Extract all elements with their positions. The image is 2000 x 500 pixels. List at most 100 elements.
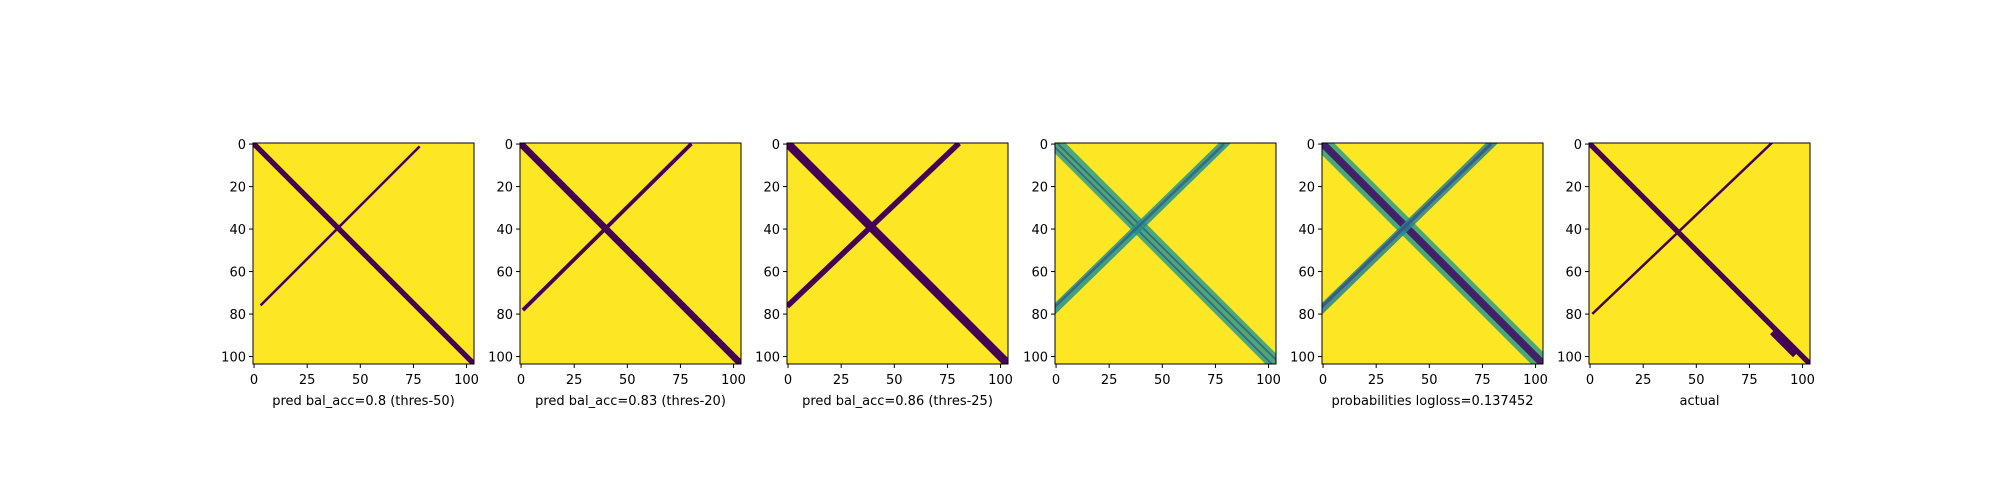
y-axis-ticks-3: 0 20 40 60 80 100 (755, 138, 787, 366)
y-tick-label: 0 (772, 138, 780, 153)
y-tick-label: 100 (1023, 351, 1048, 366)
y-tick-label: 20 (763, 181, 780, 196)
y-tick-label: 40 (1031, 223, 1048, 238)
x-tick-label: 50 (886, 373, 903, 388)
y-tick-label: 40 (496, 223, 513, 238)
x-tick-label: 50 (1421, 373, 1438, 388)
heatmap-band-1 (520, 143, 741, 364)
heatmap-area-1 (253, 143, 474, 364)
x-tick-label: 75 (1741, 373, 1758, 388)
y-tick-label: 0 (505, 138, 513, 153)
x-tick-label: 50 (619, 373, 636, 388)
heatmap-band-4 (1322, 143, 1493, 309)
subplot-6: 0 25 50 75 100 0 20 40 60 80 100 actual (1557, 138, 1815, 409)
y-tick-label: 80 (229, 308, 246, 323)
y-tick-label: 60 (763, 266, 780, 281)
x-tick-label: 0 (1052, 373, 1060, 388)
heatmap-band-2 (787, 143, 961, 309)
y-tick-label: 20 (1298, 181, 1315, 196)
subplot-3: 0 25 50 75 100 0 20 40 60 80 100 pred bal_acc=0.8… (755, 138, 1013, 409)
y-tick-label: 0 (238, 138, 246, 153)
y-tick-label: 60 (1031, 266, 1048, 281)
x-axis-ticks-1: 0 25 50 75 100 (250, 364, 479, 388)
x-tick-label: 0 (1319, 373, 1327, 388)
x-tick-label: 25 (566, 373, 583, 388)
x-axis-label-1: pred bal_acc=0.8 (thres-50) (272, 394, 455, 409)
x-axis-label-3: pred bal_acc=0.86 (thres-25) (802, 394, 993, 409)
x-tick-label: 100 (721, 373, 746, 388)
subplot-2: 0 25 50 75 100 0 20 40 60 80 100 pred bal_acc=0.8… (488, 138, 746, 409)
heatmap-band-5 (1055, 143, 1225, 309)
y-tick-label: 40 (229, 223, 246, 238)
axes-frame-4 (1054, 142, 1277, 365)
y-tick-label: 80 (1565, 308, 1582, 323)
heatmap-band-2 (1591, 143, 1774, 315)
y-tick-label: 100 (755, 351, 780, 366)
heatmap-band-1 (253, 143, 474, 364)
x-tick-label: 50 (352, 373, 369, 388)
heatmap-band-1 (1055, 143, 1276, 364)
x-tick-label: 100 (988, 373, 1013, 388)
y-tick-label: 100 (221, 351, 246, 366)
y-tick-label: 20 (496, 181, 513, 196)
x-tick-label: 0 (784, 373, 792, 388)
y-tick-label: 60 (1298, 266, 1315, 281)
x-tick-label: 50 (1154, 373, 1171, 388)
x-tick-label: 50 (1688, 373, 1705, 388)
y-tick-label: 100 (1290, 351, 1315, 366)
y-tick-label: 60 (496, 266, 513, 281)
x-axis-ticks-2: 0 25 50 75 100 (517, 364, 746, 388)
y-axis-ticks-4: 0 20 40 60 80 100 (1023, 138, 1055, 366)
y-tick-label: 100 (1557, 351, 1582, 366)
heatmap-band-3 (1769, 328, 1800, 358)
y-axis-ticks-6: 0 20 40 60 80 100 (1557, 138, 1589, 366)
x-tick-label: 25 (299, 373, 316, 388)
x-tick-label: 0 (250, 373, 258, 388)
heatmap-area-2 (520, 143, 741, 364)
y-tick-label: 20 (1031, 181, 1048, 196)
x-tick-label: 75 (1474, 373, 1491, 388)
x-tick-label: 25 (1368, 373, 1385, 388)
x-axis-label-2: pred bal_acc=0.83 (thres-20) (535, 394, 726, 409)
heatmap-area-4 (1055, 143, 1276, 364)
heatmap-band-2 (259, 145, 421, 307)
x-tick-label: 0 (1586, 373, 1594, 388)
subplot-5: 0 25 50 75 100 0 20 40 60 80 100 probabilities lo… (1290, 138, 1548, 409)
heatmap-band-3 (1055, 145, 1274, 364)
y-tick-label: 100 (488, 351, 513, 366)
axes-frame-2 (519, 142, 742, 365)
y-tick-label: 20 (229, 181, 246, 196)
heatmap-band-2 (1322, 143, 1543, 364)
heatmap-band-2 (521, 143, 693, 312)
y-tick-label: 80 (763, 308, 780, 323)
heatmap-area-6 (1589, 143, 1810, 364)
subplot-1: 0 25 50 75 100 0 20 40 60 80 100 pred bal_acc=0.8… (221, 138, 479, 409)
x-tick-label: 100 (454, 373, 479, 388)
x-tick-label: 100 (1256, 373, 1281, 388)
heatmap-band-1 (787, 143, 1008, 364)
heatmap-area-5 (1322, 143, 1543, 364)
y-axis-ticks-1: 0 20 40 60 80 100 (221, 138, 253, 366)
y-tick-label: 60 (229, 266, 246, 281)
x-tick-label: 25 (833, 373, 850, 388)
axes-frame-5 (1321, 142, 1544, 365)
x-tick-label: 100 (1790, 373, 1815, 388)
y-tick-label: 20 (1565, 181, 1582, 196)
y-tick-label: 40 (1565, 223, 1582, 238)
x-axis-ticks-6: 0 25 50 75 100 (1586, 364, 1815, 388)
y-tick-label: 80 (1298, 308, 1315, 323)
heatmap-area-3 (787, 143, 1008, 364)
y-tick-label: 0 (1040, 138, 1048, 153)
axes-frame-3 (786, 142, 1009, 365)
x-tick-label: 100 (1523, 373, 1548, 388)
x-axis-label-6: actual (1679, 394, 1719, 409)
y-tick-label: 0 (1574, 138, 1582, 153)
axes-frame-1 (252, 142, 475, 365)
x-tick-label: 75 (939, 373, 956, 388)
x-axis-ticks-3: 0 25 50 75 100 (784, 364, 1013, 388)
y-tick-label: 40 (763, 223, 780, 238)
y-tick-label: 80 (496, 308, 513, 323)
subplot-4: 0 25 50 75 100 0 20 40 60 80 100 (1023, 138, 1281, 388)
x-axis-label-5: probabilities logloss=0.137452 (1331, 394, 1533, 409)
